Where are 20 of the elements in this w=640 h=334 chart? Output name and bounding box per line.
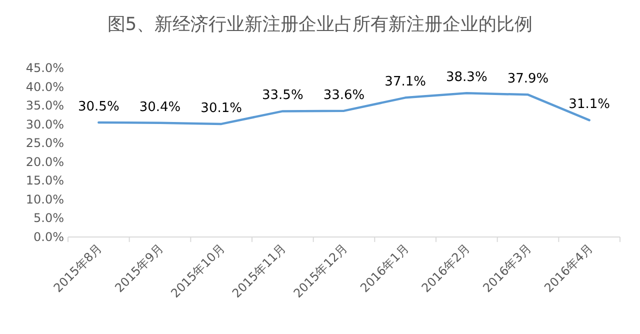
value-label: 37.9% [507,72,549,87]
value-label: 30.4% [139,100,181,115]
ytick: 0.0% [34,230,64,244]
ytick: 30.0% [26,117,64,132]
value-label: 31.1% [568,97,610,112]
ytick: 45.0% [26,61,64,75]
title: 图5、新经济行业新注册企业占所有新注册企业的比例 [107,14,533,35]
ytick: 25.0% [26,136,64,150]
value-label: 30.1% [200,100,242,116]
value-label: 30.5% [78,99,120,114]
ytick: 40.0% [26,80,64,94]
value-label: 33.6% [323,88,365,103]
ytick: 35.0% [26,98,64,113]
ytick: 15.0% [26,174,64,188]
ytick: 10.0% [26,192,64,206]
value-label: 37.1% [384,74,426,90]
ytick: 20.0% [26,154,64,169]
value-label: 38.3% [446,70,488,86]
ytick: 5.0% [34,211,64,226]
value-label: 33.5% [262,88,304,104]
